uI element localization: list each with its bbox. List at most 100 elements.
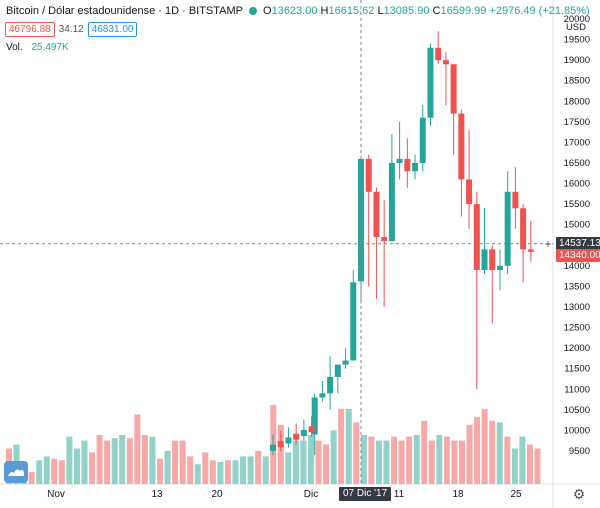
volume-bar — [300, 440, 307, 484]
volume-bar — [353, 422, 360, 484]
candle-body — [388, 163, 395, 242]
volume-bar — [383, 440, 390, 484]
crosshair-date-label: 07 Dic '17 — [339, 487, 392, 501]
y-tick-label: 18000 — [564, 96, 590, 107]
x-tick-label: Dic — [304, 489, 318, 500]
y-tick-label: 9500 — [569, 446, 590, 457]
volume-bar — [51, 458, 58, 484]
y-tick-label: 17000 — [564, 137, 590, 148]
volume-bar — [247, 456, 254, 484]
quote-box: 46796.88 34.12 46831.00 — [5, 22, 138, 37]
close-value: 16599.99 — [440, 5, 487, 17]
y-axis-unit: USD — [566, 22, 586, 33]
candle-body — [419, 117, 426, 163]
candle-body — [365, 158, 372, 192]
candle-body — [527, 249, 534, 252]
volume-bar — [308, 435, 314, 484]
volume-bar — [474, 416, 481, 484]
open-label: O — [263, 5, 272, 17]
x-tick-label: 18 — [452, 489, 464, 500]
candle-body — [342, 360, 349, 365]
volume-bar — [489, 420, 496, 484]
volume-bar — [43, 456, 50, 484]
candle-body — [373, 191, 380, 238]
candle-body — [381, 237, 388, 242]
candle-body — [466, 179, 473, 205]
volume-bar — [375, 440, 382, 484]
last-price-label: 14340.00 — [556, 248, 600, 262]
volume-bar — [413, 435, 420, 484]
volume-bar — [292, 440, 299, 484]
volume-bar — [496, 422, 503, 484]
high-value: 16615.62 — [328, 5, 375, 17]
volume-bar — [466, 424, 473, 484]
candle-body — [350, 282, 357, 361]
volume-bar — [36, 460, 43, 484]
low-value: 13085.90 — [383, 5, 430, 17]
volume-bar — [157, 458, 163, 484]
volume-bar — [481, 408, 488, 484]
volume-bar — [534, 448, 541, 484]
candle-body — [334, 364, 341, 377]
volume-bar — [66, 436, 73, 484]
y-tick-label: 19000 — [564, 55, 590, 66]
volume-bar — [391, 436, 398, 484]
candle-body — [412, 163, 419, 172]
volume-bar — [111, 438, 118, 484]
volume-bar — [179, 440, 186, 484]
bid-button[interactable]: 46796.88 — [5, 22, 55, 37]
candle-body — [427, 47, 434, 118]
volume-bar — [81, 440, 88, 484]
y-tick-label: 20000 — [564, 14, 590, 25]
volume-bar — [217, 461, 224, 484]
y-tick-label: 14000 — [564, 261, 590, 272]
crosshair-price-label: 14537.13 — [556, 236, 600, 250]
symbol-title[interactable]: Bitcoin / Dólar estadounidense · 1D · BI… — [6, 5, 244, 17]
volume-bar — [240, 456, 247, 484]
volume-bar — [368, 436, 375, 484]
open-value: 13623.00 — [271, 5, 318, 17]
volume-bar — [277, 424, 284, 484]
ask-button[interactable]: 46831.00 — [87, 22, 138, 37]
volume-bar — [224, 460, 231, 484]
y-tick-label: 15500 — [564, 199, 590, 210]
y-tick-label: 11000 — [564, 384, 590, 395]
candle-body — [450, 64, 457, 114]
candle-body — [473, 204, 480, 270]
volume-bar — [459, 440, 465, 484]
volume-bar — [428, 440, 435, 484]
volume-bar — [194, 464, 201, 484]
volume-bar — [28, 472, 35, 484]
low-label: L — [377, 5, 384, 17]
candle-body — [504, 191, 511, 266]
volume-bar — [526, 444, 533, 484]
volume-bar — [330, 430, 337, 484]
volume-bar — [315, 440, 322, 484]
tradingview-logo-icon[interactable] — [4, 461, 28, 483]
candle-body — [396, 158, 403, 163]
volume-bar — [73, 448, 80, 484]
volume-bar — [164, 450, 171, 484]
volume-bar — [338, 408, 345, 484]
settings-gear-icon[interactable]: ⚙ — [572, 486, 586, 502]
volume-bar — [451, 440, 458, 484]
volume-value: 25.497K — [31, 42, 69, 53]
y-tick-label: 11500 — [564, 364, 590, 375]
y-tick-label: 12000 — [564, 343, 590, 354]
y-tick-label: 16500 — [564, 158, 590, 169]
y-tick-label: 16000 — [564, 179, 590, 190]
volume-bar — [96, 435, 103, 484]
volume-bar — [187, 456, 194, 484]
volume-bar — [149, 436, 156, 484]
volume-bar — [209, 460, 216, 484]
market-status-dot-icon — [249, 7, 258, 15]
volume-bar — [119, 435, 126, 484]
y-tick-label: 17500 — [564, 117, 590, 128]
candle-body — [489, 249, 496, 270]
y-tick-label: 18500 — [564, 76, 590, 87]
volume-bar — [511, 448, 518, 484]
crosshair-plus-icon: + — [544, 237, 551, 251]
x-tick-label: 25 — [510, 489, 522, 500]
y-tick-label: 19500 — [564, 35, 590, 46]
